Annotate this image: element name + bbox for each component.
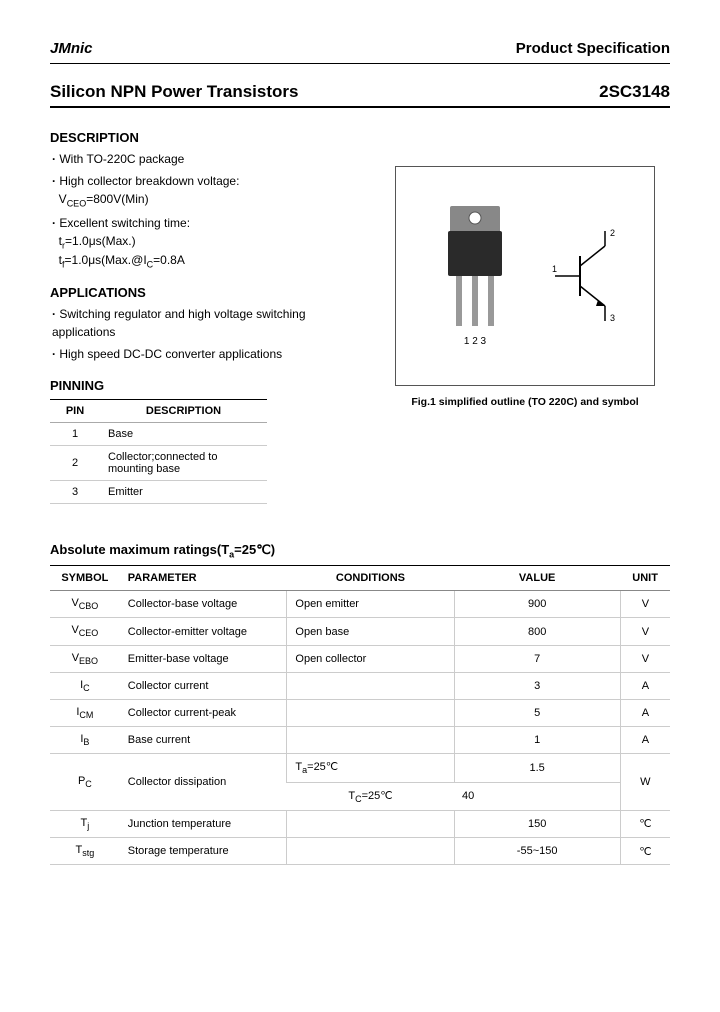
ratings-cond [287,727,454,754]
ratings-symbol: VEBO [50,645,120,672]
table-row: VEBOEmitter-base voltageOpen collector7V [50,645,670,672]
ratings-cond: Ta=25℃ [287,754,454,782]
ratings-param: Collector current-peak [120,700,287,727]
pin-col-desc: DESCRIPTION [100,399,267,422]
description-list: With TO-220C package High collector brea… [50,151,360,271]
ratings-symbol: VCEO [50,618,120,645]
svg-text:1: 1 [552,264,557,274]
ratings-symbol: Tj [50,810,120,837]
title-row: Silicon NPN Power Transistors 2SC3148 [50,82,670,108]
ratings-symbol: PC [50,754,120,810]
ratings-cond [287,810,454,837]
ratings-param: Base current [120,727,287,754]
ratings-param: Emitter-base voltage [120,645,287,672]
pin-col-pin: PIN [50,399,100,422]
ratings-value: -55~150 [454,837,620,864]
ratings-unit: A [620,700,670,727]
pinning-heading: PINNING [50,378,360,393]
ratings-param: Storage temperature [120,837,287,864]
table-row: IBBase current 1A [50,727,670,754]
applications-list: Switching regulator and high voltage swi… [50,306,360,363]
product-spec-label: Product Specification [516,40,670,57]
svg-text:2: 2 [610,228,615,238]
header: JMnic Product Specification [50,40,670,64]
ratings-param: Collector-emitter voltage [120,618,287,645]
table-row: 2Collector;connected to mounting base [50,445,267,480]
table-row: ICMCollector current-peak 5A [50,700,670,727]
table-row: TstgStorage temperature -55~150℃ [50,837,670,864]
table-row: TjJunction temperature 150℃ [50,810,670,837]
ratings-value: 3 [454,672,620,699]
figure-column: 1 2 3 1 2 3 Fig.1 simplified outline (TO… [380,126,670,524]
ratings-table: SYMBOL PARAMETER CONDITIONS VALUE UNIT V… [50,565,670,865]
ratings-unit: ℃ [620,837,670,864]
ratings-unit: V [620,591,670,618]
ratings-unit: V [620,645,670,672]
ratings-value: 800 [454,618,620,645]
table-row: VCEOCollector-emitter voltageOpen base80… [50,618,670,645]
ratings-unit: ℃ [620,810,670,837]
ratings-symbol: Tstg [50,837,120,864]
ratings-symbol: IC [50,672,120,699]
description-heading: DESCRIPTION [50,130,360,145]
ratings-param: Junction temperature [120,810,287,837]
desc-item: High collector breakdown voltage: VCEO=8… [52,173,360,210]
pinning-table: PIN DESCRIPTION 1Base 2Collector;connect… [50,399,267,504]
ratings-symbol: ICM [50,700,120,727]
table-row: PCCollector dissipationTa=25℃1.5W [50,754,670,782]
table-row: 3Emitter [50,480,267,503]
ratings-col-unit: UNIT [620,566,670,591]
ratings-value: 900 [454,591,620,618]
ratings-unit: A [620,727,670,754]
app-item: Switching regulator and high voltage swi… [52,306,360,341]
npn-symbol-icon: 1 2 3 [550,226,620,326]
ratings-cond: TC=25℃ [287,782,454,810]
app-item: High speed DC-DC converter applications [52,346,360,363]
ratings-param: Collector dissipation [120,754,287,810]
desc-item: Excellent switching time: tr=1.0μs(Max.)… [52,215,360,271]
svg-text:1 2 3: 1 2 3 [464,336,487,347]
svg-text:3: 3 [610,313,615,323]
ratings-col-symbol: SYMBOL [50,566,120,591]
figure-box: 1 2 3 1 2 3 [395,166,655,386]
desc-item: With TO-220C package [52,151,360,168]
left-column: DESCRIPTION With TO-220C package High co… [50,126,360,524]
ratings-value: 5 [454,700,620,727]
figure-caption: Fig.1 simplified outline (TO 220C) and s… [411,396,638,408]
ratings-symbol: VCBO [50,591,120,618]
ratings-value: 7 [454,645,620,672]
ratings-heading: Absolute maximum ratings(Ta=25℃) [50,542,670,560]
ratings-cond: Open emitter [287,591,454,618]
ratings-value: 1.5 [454,754,620,782]
ratings-cond: Open collector [287,645,454,672]
ratings-unit: V [620,618,670,645]
ratings-unit: A [620,672,670,699]
table-row: VCBOCollector-base voltageOpen emitter90… [50,591,670,618]
ratings-symbol: IB [50,727,120,754]
ratings-cond: Open base [287,618,454,645]
ratings-param: Collector-base voltage [120,591,287,618]
page-title: Silicon NPN Power Transistors [50,82,298,102]
ratings-cond [287,837,454,864]
to220-icon: 1 2 3 [430,196,520,356]
ratings-col-value: VALUE [454,566,620,591]
part-number: 2SC3148 [599,82,670,102]
ratings-unit: W [620,754,670,810]
table-row: 1Base [50,422,267,445]
ratings-value: 40 [454,782,620,810]
ratings-col-param: PARAMETER [120,566,287,591]
ratings-col-cond: CONDITIONS [287,566,454,591]
ratings-cond [287,672,454,699]
ratings-param: Collector current [120,672,287,699]
applications-heading: APPLICATIONS [50,285,360,300]
ratings-value: 1 [454,727,620,754]
ratings-value: 150 [454,810,620,837]
brand: JMnic [50,40,93,57]
ratings-cond [287,700,454,727]
table-row: ICCollector current 3A [50,672,670,699]
